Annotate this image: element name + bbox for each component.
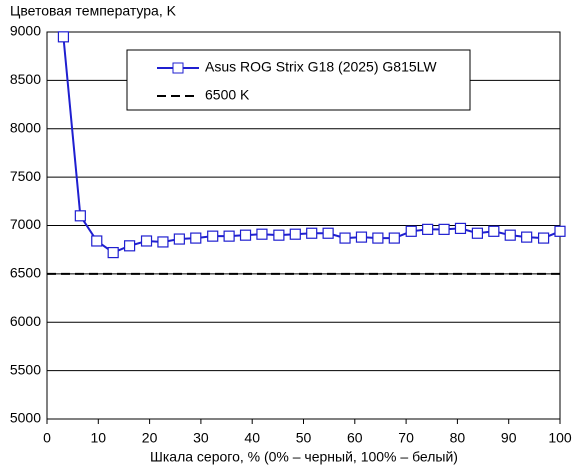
x-tick-label: 20	[142, 430, 158, 446]
marker	[339, 232, 351, 244]
marker	[239, 229, 252, 241]
marker	[438, 223, 450, 235]
marker	[273, 229, 285, 241]
x-tick-label: 0	[43, 430, 51, 446]
x-tick-label: 30	[193, 430, 209, 446]
marker	[405, 225, 417, 237]
plot-frame	[46, 31, 561, 420]
y-tick-label: 6500	[10, 265, 41, 281]
x-tick-label: 10	[91, 430, 107, 446]
x-tick-label: 60	[347, 430, 363, 446]
x-tick-label: 50	[296, 430, 312, 446]
marker	[256, 228, 268, 240]
x-tick-label: 40	[244, 430, 260, 446]
marker	[157, 236, 169, 248]
marker	[306, 227, 318, 239]
legend-label: Asus ROG Strix G18 (2025) G815LW	[205, 59, 437, 75]
marker	[322, 227, 334, 239]
marker	[107, 246, 119, 259]
marker	[471, 227, 484, 239]
x-tick-label: 80	[450, 430, 466, 446]
x-tick-label: 90	[501, 430, 517, 446]
marker	[123, 240, 136, 252]
marker	[454, 222, 467, 235]
y-tick-label: 6000	[10, 313, 41, 329]
marker	[223, 230, 235, 242]
marker	[537, 232, 550, 244]
marker	[91, 235, 103, 247]
legend-label: 6500 K	[205, 87, 250, 103]
marker	[57, 31, 70, 43]
marker	[74, 210, 86, 222]
chart-title: Цветовая температура, K	[10, 3, 177, 19]
legend-box	[126, 49, 471, 111]
marker	[140, 235, 153, 247]
marker	[289, 228, 301, 240]
y-tick-label: 9000	[10, 23, 41, 39]
marker	[554, 225, 566, 237]
x-axis-label: Шкала серого, % (0% – черный, 100% – бел…	[150, 449, 458, 465]
y-tick-label: 5000	[10, 410, 41, 426]
marker	[355, 231, 368, 243]
marker	[207, 230, 219, 242]
marker	[422, 223, 434, 235]
legend-swatch	[172, 62, 184, 74]
y-tick-label: 7000	[10, 216, 41, 232]
y-tick-label: 8500	[10, 71, 41, 87]
y-tick-label: 5500	[10, 361, 41, 377]
x-tick-label: 100	[548, 430, 572, 446]
marker	[173, 233, 185, 245]
marker	[488, 225, 500, 237]
marker	[190, 232, 202, 244]
marker	[388, 232, 400, 244]
marker	[372, 232, 384, 244]
marker	[521, 231, 533, 243]
y-tick-label: 8000	[10, 119, 41, 135]
y-tick-label: 7500	[10, 168, 41, 184]
marker	[504, 229, 516, 241]
x-tick-label: 70	[398, 430, 414, 446]
